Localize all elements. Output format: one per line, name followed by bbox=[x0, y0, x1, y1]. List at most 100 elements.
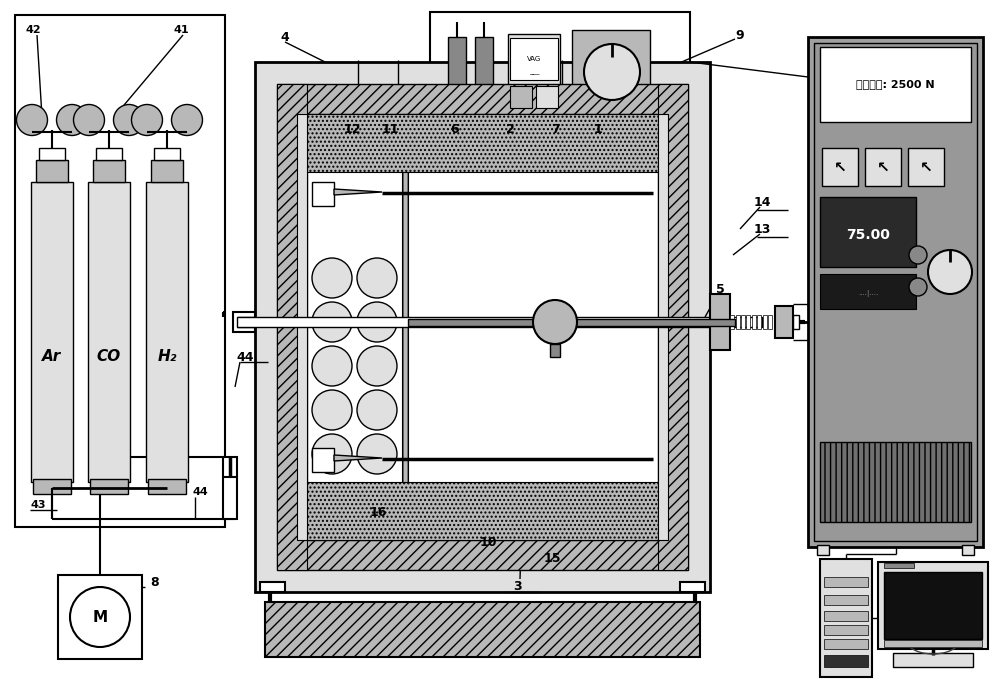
Bar bbox=[88, 182, 130, 482]
Bar bbox=[822, 148, 858, 186]
Circle shape bbox=[909, 278, 927, 296]
Text: ....|....: ....|.... bbox=[858, 289, 878, 296]
Text: 16: 16 bbox=[369, 505, 387, 519]
Text: 8: 8 bbox=[151, 576, 159, 588]
Bar bbox=[148, 479, 186, 494]
Circle shape bbox=[312, 346, 352, 386]
Text: ___: ___ bbox=[529, 69, 539, 75]
Text: CO: CO bbox=[97, 348, 121, 364]
Polygon shape bbox=[334, 189, 382, 195]
Text: 13: 13 bbox=[753, 222, 771, 236]
Circle shape bbox=[357, 434, 397, 474]
Bar bbox=[878, 562, 988, 649]
Bar bbox=[312, 182, 334, 206]
Bar bbox=[33, 479, 71, 494]
Bar bbox=[408, 319, 735, 325]
Text: 3: 3 bbox=[514, 581, 522, 594]
Circle shape bbox=[357, 346, 397, 386]
Text: 2: 2 bbox=[506, 123, 514, 135]
Bar bbox=[510, 86, 532, 108]
Bar bbox=[774, 315, 778, 329]
Bar bbox=[58, 575, 142, 659]
Bar bbox=[307, 482, 658, 540]
Bar bbox=[820, 559, 872, 677]
Text: H₂: H₂ bbox=[157, 348, 177, 364]
Circle shape bbox=[312, 434, 352, 474]
Polygon shape bbox=[334, 455, 382, 461]
Bar bbox=[824, 577, 868, 587]
Bar bbox=[962, 545, 974, 555]
Bar bbox=[475, 37, 493, 112]
Text: 42: 42 bbox=[25, 25, 41, 35]
Bar bbox=[146, 182, 188, 482]
Bar bbox=[93, 160, 125, 182]
Bar bbox=[775, 306, 793, 338]
Circle shape bbox=[17, 105, 48, 135]
Bar bbox=[808, 37, 983, 547]
Bar bbox=[820, 274, 916, 309]
Bar bbox=[884, 640, 982, 647]
Bar bbox=[277, 84, 307, 570]
Bar bbox=[763, 315, 767, 329]
Bar bbox=[824, 639, 868, 649]
Bar bbox=[90, 479, 128, 494]
Bar bbox=[824, 625, 868, 635]
Bar bbox=[151, 160, 183, 182]
Circle shape bbox=[312, 390, 352, 430]
Text: Ar: Ar bbox=[42, 348, 62, 364]
Text: 12: 12 bbox=[343, 123, 361, 135]
Bar bbox=[223, 457, 237, 519]
Bar bbox=[814, 43, 977, 541]
Bar bbox=[510, 38, 558, 80]
Bar bbox=[572, 30, 650, 114]
Bar bbox=[680, 582, 705, 592]
Bar bbox=[710, 294, 730, 350]
Text: 75.00: 75.00 bbox=[846, 228, 890, 242]
Circle shape bbox=[74, 105, 105, 135]
Text: 9: 9 bbox=[736, 29, 744, 42]
Text: 11: 11 bbox=[381, 123, 399, 135]
Bar bbox=[884, 563, 914, 568]
Bar bbox=[277, 84, 688, 570]
Bar bbox=[746, 315, 750, 329]
Text: 1: 1 bbox=[594, 123, 602, 135]
Bar bbox=[536, 86, 558, 108]
Text: 4: 4 bbox=[281, 31, 289, 43]
Text: 10: 10 bbox=[479, 535, 497, 549]
Text: ↖: ↖ bbox=[834, 160, 846, 174]
Bar bbox=[36, 160, 68, 182]
Bar bbox=[307, 114, 658, 172]
Text: 6: 6 bbox=[451, 123, 459, 135]
Bar bbox=[768, 315, 772, 329]
Text: ↖: ↖ bbox=[877, 160, 889, 174]
Text: 14: 14 bbox=[753, 195, 771, 208]
Circle shape bbox=[172, 105, 203, 135]
Bar bbox=[402, 172, 408, 482]
Bar bbox=[448, 37, 466, 112]
Bar bbox=[736, 315, 740, 329]
Circle shape bbox=[70, 587, 130, 647]
Circle shape bbox=[928, 250, 972, 294]
Circle shape bbox=[312, 302, 352, 342]
Circle shape bbox=[57, 105, 88, 135]
Text: 44: 44 bbox=[236, 351, 254, 364]
Bar bbox=[260, 582, 285, 592]
Bar bbox=[508, 34, 560, 110]
Bar bbox=[741, 315, 745, 329]
Text: 5: 5 bbox=[716, 282, 724, 296]
Bar bbox=[15, 15, 225, 527]
Text: ↖: ↖ bbox=[920, 160, 932, 174]
Circle shape bbox=[533, 300, 577, 344]
Bar bbox=[550, 344, 560, 357]
Bar bbox=[908, 148, 944, 186]
Bar bbox=[265, 602, 700, 657]
Text: 41: 41 bbox=[173, 25, 189, 35]
Bar bbox=[430, 12, 690, 122]
Bar bbox=[307, 114, 658, 540]
Text: M: M bbox=[92, 609, 108, 625]
Text: 7: 7 bbox=[551, 123, 559, 135]
Bar bbox=[820, 47, 971, 122]
Circle shape bbox=[357, 302, 397, 342]
Bar bbox=[824, 655, 868, 667]
Bar bbox=[312, 448, 334, 472]
